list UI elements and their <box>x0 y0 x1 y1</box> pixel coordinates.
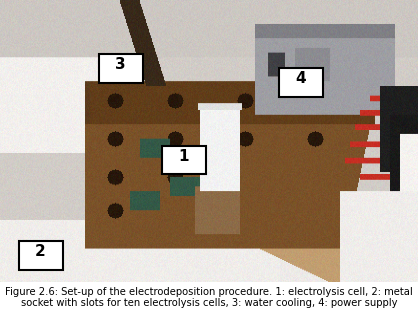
Text: 2: 2 <box>35 244 46 259</box>
FancyBboxPatch shape <box>278 68 323 97</box>
Text: Figure 2.6: Set-up of the electrodeposition procedure. 1: electrolysis cell, 2: : Figure 2.6: Set-up of the electrodeposit… <box>5 286 413 308</box>
FancyBboxPatch shape <box>161 146 206 174</box>
Text: 4: 4 <box>295 71 306 86</box>
FancyBboxPatch shape <box>99 54 143 83</box>
Text: 3: 3 <box>115 57 126 72</box>
FancyBboxPatch shape <box>18 241 63 270</box>
Text: 1: 1 <box>178 149 189 164</box>
